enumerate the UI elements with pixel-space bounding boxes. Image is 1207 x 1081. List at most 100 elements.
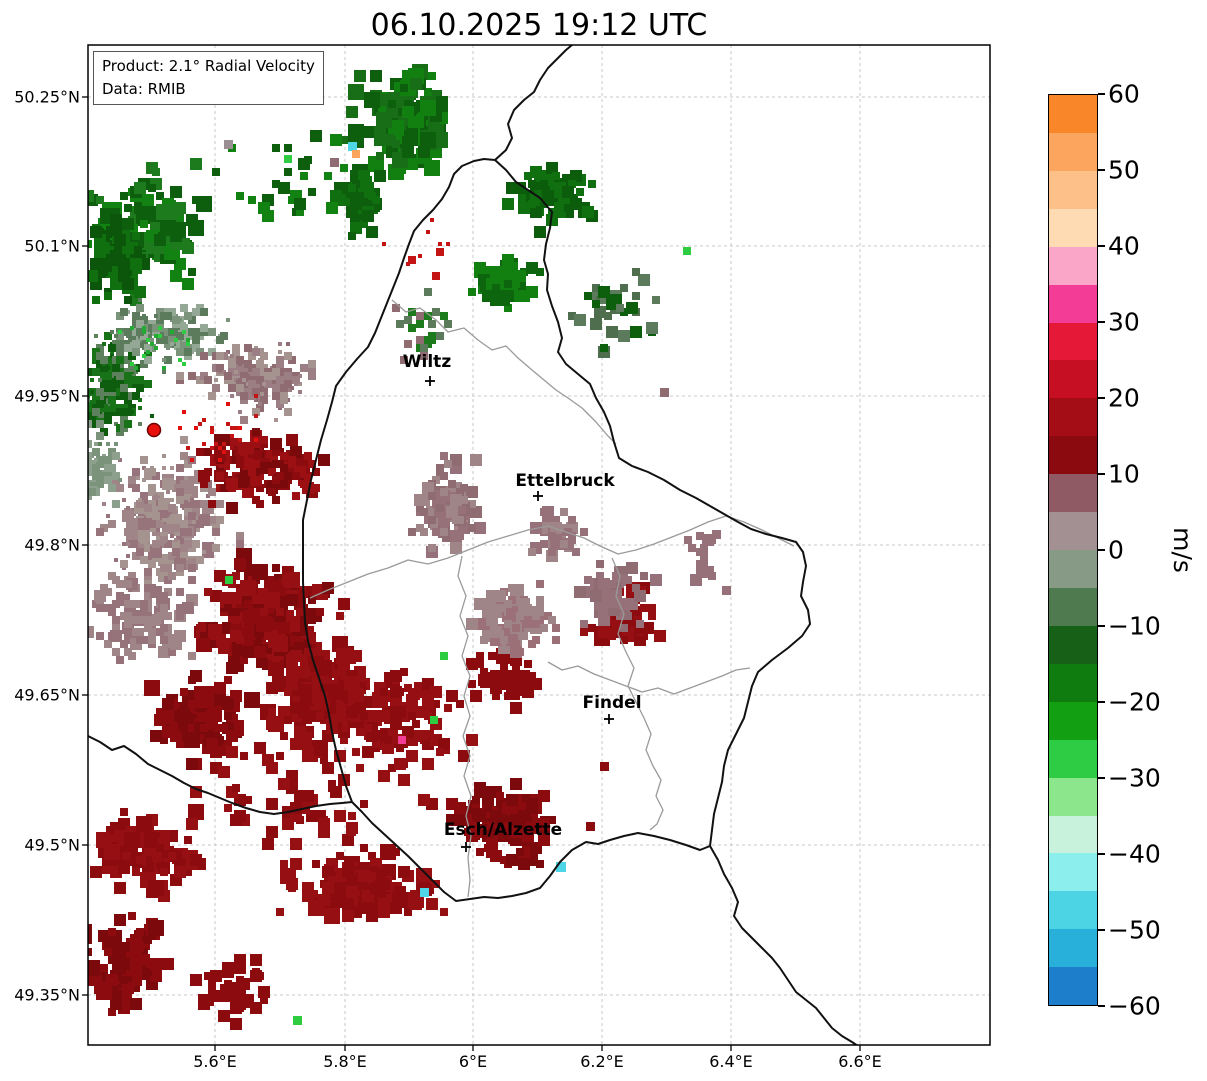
colorbar-tick-mark <box>1098 929 1105 931</box>
colorbar-tick-mark <box>1098 853 1105 855</box>
echo-cluster-red-bottom-belt <box>276 834 448 924</box>
echo-cluster-red-sparse-wide <box>190 746 438 850</box>
colorbar-tick-mark <box>1098 473 1105 475</box>
y-tick-label: 49.95°N <box>14 386 80 406</box>
colorbar-segment <box>1049 625 1097 664</box>
x-tick-label: 6.6°E <box>838 1052 882 1071</box>
colorbar-tick-label: 30 <box>1108 307 1140 337</box>
colorbar-segment <box>1049 550 1097 588</box>
colorbar-segment <box>1049 512 1097 551</box>
echo-cluster-top-center-green <box>340 64 448 182</box>
echo-cluster-ne-border-green <box>502 162 598 238</box>
y-tick-label: 50.25°N <box>14 87 80 107</box>
colorbar-segment <box>1049 853 1097 892</box>
colorbar-tick-mark <box>1098 245 1105 247</box>
colorbar-segment <box>1049 701 1097 740</box>
echo-cluster-green-sparse-top <box>212 130 362 222</box>
colorbar-tick-mark <box>1098 321 1105 323</box>
colorbar-segment <box>1049 284 1097 323</box>
echo-cluster-fan-north-sage <box>110 298 230 374</box>
city-label-wiltz: Wiltz <box>402 352 452 372</box>
echo-cluster-mauve-below-ettelbruck <box>466 580 560 658</box>
y-tick-label: 49.5°N <box>24 835 80 855</box>
colorbar-tick-mark <box>1098 397 1105 399</box>
colorbar-segment <box>1049 95 1097 133</box>
colorbar-segment <box>1049 474 1097 513</box>
city-label-findel: Findel <box>582 693 642 713</box>
y-tick-label: 49.8°N <box>24 535 80 555</box>
colorbar-tick-label: 20 <box>1108 383 1140 413</box>
colorbar-segment <box>1049 246 1097 285</box>
echo-cluster-mauve-sw-low <box>88 572 198 664</box>
echo-specks <box>224 140 731 1025</box>
colorbar-segment <box>1049 170 1097 209</box>
colorbar-segment <box>1049 360 1097 399</box>
colorbar-tick-label: −30 <box>1108 763 1161 793</box>
x-tick-label: 5.8°E <box>323 1052 367 1071</box>
product-info-box: Product: 2.1° Radial Velocity Data: RMIB <box>93 51 324 105</box>
data-source-label: Data: RMIB <box>102 79 186 98</box>
colorbar-segment <box>1049 322 1097 361</box>
echo-cluster-fan-west-sage-low <box>88 420 122 508</box>
city-label-esch-alzette: Esch/Alzette <box>443 820 563 840</box>
colorbar-segment <box>1049 739 1097 778</box>
echo-cluster-fan-ne-mauve <box>176 342 316 424</box>
colorbar-segment <box>1049 587 1097 626</box>
echo-cluster-mauve-ettelbruck <box>408 452 486 558</box>
y-tick-label: 49.65°N <box>14 685 80 705</box>
colorbar-segment <box>1049 436 1097 475</box>
colorbar-segment <box>1049 398 1097 437</box>
figure-title: 06.10.2025 19:12 UTC <box>370 8 708 43</box>
product-label: Product: 2.1° Radial Velocity <box>102 57 315 75</box>
echo-cluster-fan-noise-red <box>178 394 258 462</box>
echo-cluster-mauve-east-dots <box>684 532 716 586</box>
city-label-ettelbruck: Ettelbruck <box>515 471 615 491</box>
echo-cluster-red-left-bottom-1 <box>90 804 206 902</box>
y-tick-label: 50.1°N <box>24 236 80 256</box>
echo-cluster-red-center-2 <box>466 648 542 714</box>
colorbar-tick-label: −50 <box>1108 915 1161 945</box>
country-borders <box>88 45 859 1045</box>
colorbar-tick-mark <box>1098 701 1105 703</box>
axis-tick-marks <box>82 96 861 1051</box>
echo-cluster-red-mass-2 <box>260 636 400 764</box>
radar-echoes <box>88 64 716 1030</box>
echo-cluster-red-bottom-small <box>190 954 270 1030</box>
echo-cluster-ne-sage-scatter <box>568 268 660 358</box>
x-tick-label: 6°E <box>458 1052 488 1071</box>
colorbar-tick-mark <box>1098 777 1105 779</box>
colorbar-tick-label: 10 <box>1108 459 1140 489</box>
colorbar-segment <box>1049 132 1097 171</box>
colorbar-tick-label: 50 <box>1108 155 1140 185</box>
colorbar-tick-label: −60 <box>1108 991 1161 1021</box>
colorbar-tick-mark <box>1098 625 1105 627</box>
colorbar-segment <box>1049 815 1097 854</box>
colorbar-tick-mark <box>1098 1005 1105 1007</box>
colorbar-tick-label: −20 <box>1108 687 1161 717</box>
colorbar-tick-mark <box>1098 93 1105 95</box>
colorbar-tick-mark <box>1098 169 1105 171</box>
echo-cluster-red-mass-3 <box>144 670 266 770</box>
colorbar-tick-label: 60 <box>1108 79 1140 109</box>
echo-cluster-top-left-green-dense <box>88 214 150 304</box>
colorbar-segment <box>1049 208 1097 247</box>
radar-site-marker <box>146 422 162 438</box>
x-tick-label: 6.4°E <box>709 1052 753 1071</box>
echo-cluster-red-specks-north <box>382 218 450 280</box>
colorbar-tick-label: 40 <box>1108 231 1140 261</box>
echo-cluster-fan-south-rosy <box>96 436 244 584</box>
colorbar-segment <box>1049 777 1097 816</box>
echo-cluster-red-esch <box>446 778 556 870</box>
colorbar-tick-label: −10 <box>1108 611 1161 641</box>
x-tick-label: 6.2°E <box>580 1052 624 1071</box>
echo-cluster-red-left-bottom-2 <box>88 912 174 1016</box>
echo-cluster-red-center-scatter <box>354 668 478 786</box>
y-tick-label: 49.35°N <box>14 985 80 1005</box>
city-markers <box>425 376 614 852</box>
colorbar-segment <box>1049 967 1097 1006</box>
plot-frame <box>87 44 991 1046</box>
echo-cluster-fan-noise-green <box>118 326 190 370</box>
colorbar-unit-label: m/s <box>1168 527 1197 573</box>
